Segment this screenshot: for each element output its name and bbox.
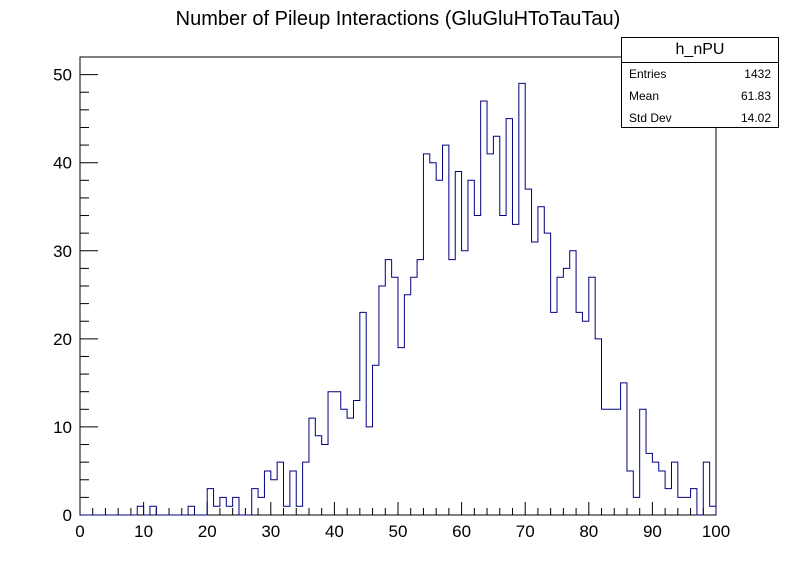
y-tick-label: 10	[53, 418, 72, 437]
histogram-line	[80, 82, 717, 516]
y-tick-label: 40	[53, 154, 72, 173]
x-tick-label: 40	[325, 522, 344, 541]
x-tick-label: 70	[516, 522, 535, 541]
stats-label: Std Dev	[629, 111, 672, 125]
y-axis: 0 10 20 30 40 50	[53, 56, 98, 525]
y-tick-label: 30	[53, 242, 72, 261]
stats-row-entries: Entries 1432	[622, 63, 778, 85]
x-axis: 0 10 20 30 40 50 60 70 80 90 100	[75, 502, 730, 541]
stats-name: h_nPU	[622, 38, 778, 63]
stats-value: 1432	[744, 67, 771, 81]
stats-label: Mean	[629, 89, 660, 103]
stats-value: 61.83	[740, 89, 771, 103]
stats-label: Entries	[629, 67, 667, 81]
y-tick-label: 20	[53, 330, 72, 349]
chart-title: Number of Pileup Interactions (GluGluHTo…	[175, 8, 621, 30]
x-tick-label: 20	[198, 522, 217, 541]
y-tick-label: 0	[63, 506, 72, 525]
x-tick-label: 60	[452, 522, 471, 541]
stats-value: 14.02	[740, 111, 771, 125]
stats-row-mean: Mean 61.83	[622, 85, 778, 107]
x-tick-label: 0	[75, 522, 84, 541]
x-tick-label: 10	[134, 522, 153, 541]
x-tick-label: 30	[261, 522, 280, 541]
x-tick-label: 80	[579, 522, 598, 541]
x-tick-label: 100	[702, 522, 730, 541]
stats-row-stddev: Std Dev 14.02	[622, 107, 778, 129]
stats-box: h_nPU Entries 1432 Mean 61.83 Std Dev 14…	[621, 37, 779, 128]
x-tick-label: 90	[643, 522, 662, 541]
x-tick-label: 50	[389, 522, 408, 541]
y-tick-label: 50	[53, 66, 72, 85]
